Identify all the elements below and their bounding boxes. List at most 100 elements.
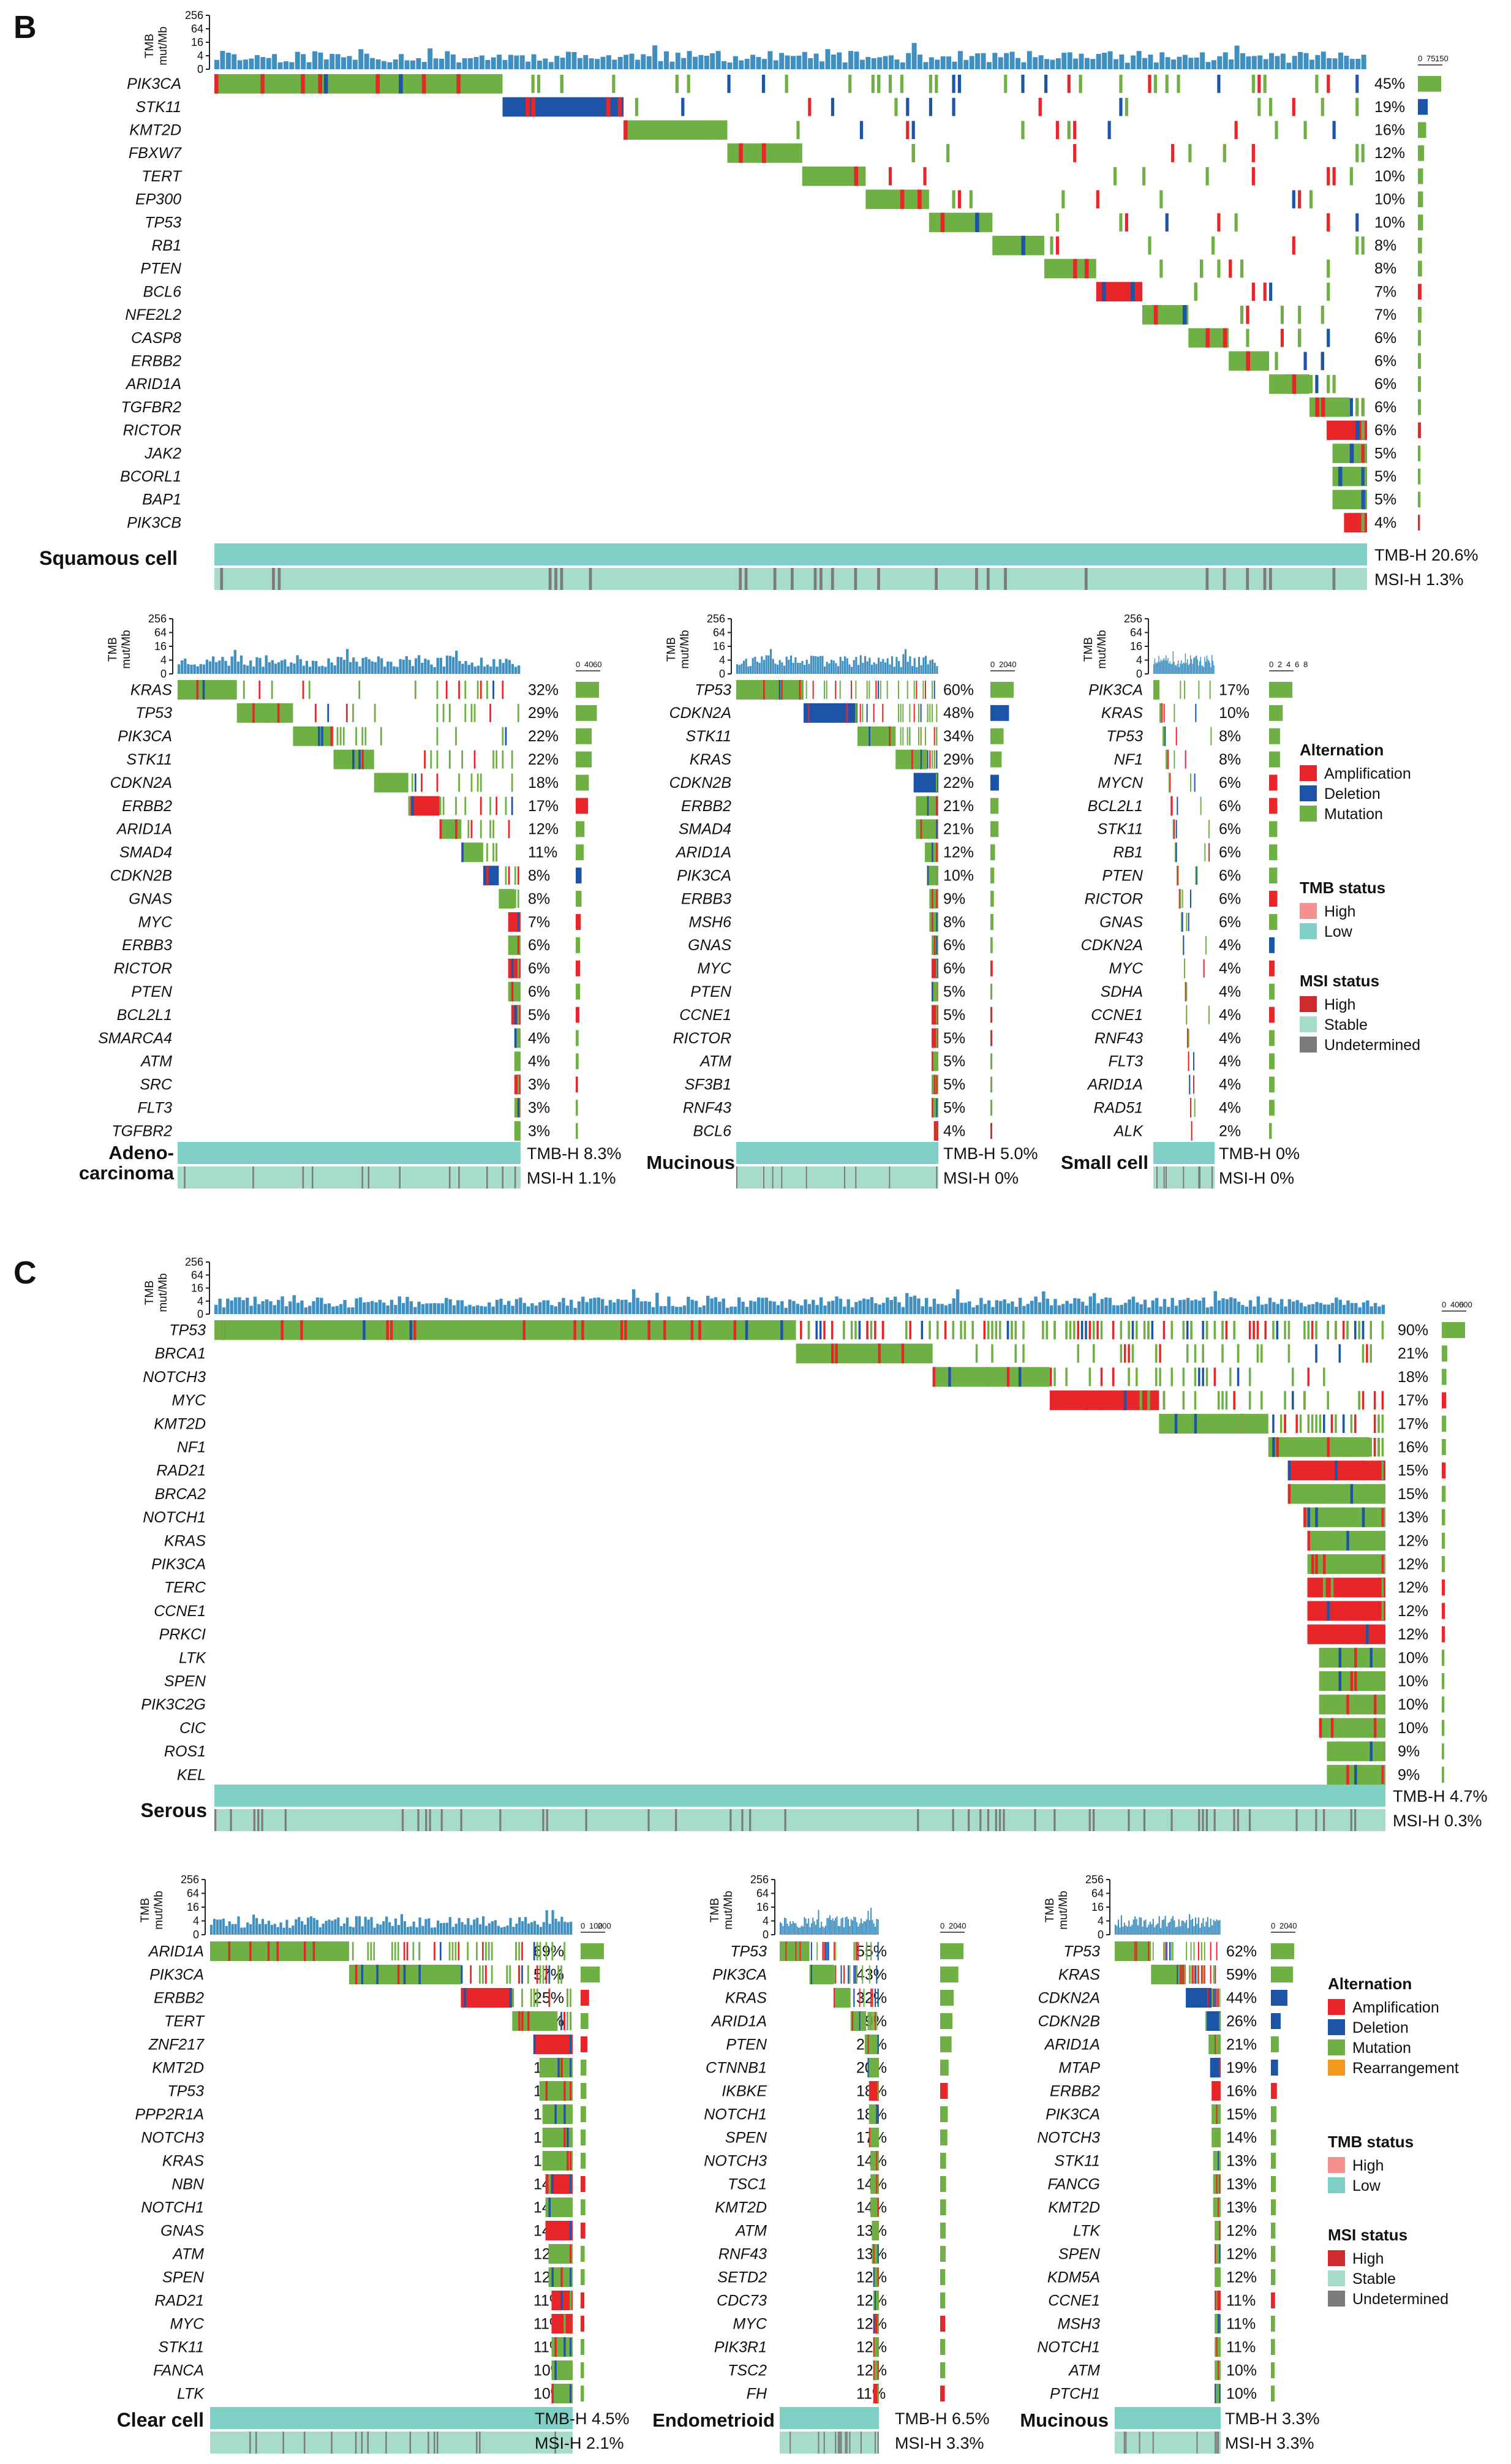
tmb-bar (476, 1918, 479, 1935)
tmb-bar (237, 1916, 240, 1935)
alteration-cell (1205, 1367, 1208, 1386)
tmb-bar (499, 659, 502, 674)
alteration-cell (873, 2267, 879, 2287)
alteration-cell (502, 681, 504, 699)
tmb-bar (1143, 1299, 1147, 1314)
gene-label: ARID1A (116, 821, 172, 838)
alteration-cell (1241, 1413, 1244, 1434)
tmb-bar (483, 666, 486, 674)
gene-frequency: 6% (1219, 798, 1241, 815)
alteration-cell (886, 681, 888, 699)
alteration-cell (554, 2314, 557, 2334)
alteration-cell (859, 121, 864, 140)
tmb-bar (1090, 59, 1096, 69)
msi-undetermined-cell (277, 568, 281, 590)
alteration-cell (957, 75, 962, 93)
gene-frequency: 11% (1226, 2315, 1256, 2332)
alteration-cell (927, 703, 929, 722)
alteration-cell (570, 2245, 571, 2263)
alteration-cell (1327, 420, 1367, 440)
alteration-cell (554, 2360, 557, 2380)
legend-tmb-header: TMB status (1300, 879, 1385, 897)
msi-undetermined-cell (968, 1809, 970, 1831)
tmb-bar (276, 1299, 281, 1314)
msi-undetermined-cell (999, 1809, 1001, 1831)
gene-label: CTNNB1 (706, 2059, 767, 2076)
alteration-cell (936, 1321, 939, 1340)
alteration-cell (1200, 259, 1204, 278)
tmb-bar (196, 666, 199, 674)
alteration-cell (281, 1320, 284, 1340)
alteration-cell (948, 1367, 951, 1387)
gene-frequency: 12% (1398, 1579, 1428, 1597)
tmb-bar (445, 656, 449, 674)
alteration-cell (1338, 1741, 1341, 1761)
tmb-bar (378, 1299, 382, 1314)
alteration-cell (869, 2012, 870, 2030)
alteration-cell (548, 1989, 551, 2007)
alteration-cell (508, 866, 510, 885)
tmb-bar (351, 1307, 355, 1314)
tmb-bar (497, 1925, 500, 1935)
alteration-cell (812, 681, 814, 699)
tmb-bar (792, 662, 794, 674)
tmb-bar (383, 667, 386, 674)
tmb-bar (1207, 1917, 1208, 1935)
tmb-bar (867, 1910, 869, 1935)
alteration-cell (840, 1965, 842, 1984)
alteration-cell (960, 1321, 962, 1340)
tmb-bar (464, 661, 467, 674)
alteration-cell (397, 1965, 400, 1984)
tmb-bar (222, 1307, 226, 1314)
alteration-cell (1286, 374, 1291, 394)
legend-tmb-header: TMB status (1328, 2133, 1414, 2151)
tmb-bar (635, 59, 640, 69)
msi-undetermined-cell (917, 1809, 919, 1831)
alteration-cell (539, 2081, 573, 2101)
tmb-bar (439, 1923, 443, 1935)
gene-label: NOTCH1 (143, 1509, 206, 1526)
alteration-cell (551, 2384, 573, 2403)
alteration-cell (1381, 1648, 1384, 1667)
frequency-bar (1418, 307, 1422, 323)
alteration-cell (1370, 1647, 1373, 1668)
tmb-bar (909, 1296, 913, 1314)
alteration-cell (932, 912, 933, 932)
tmb-bar (821, 1921, 823, 1935)
frequency-bar (1269, 774, 1278, 791)
alteration-cell (505, 866, 507, 885)
tmb-bar (258, 658, 262, 674)
msi-undetermined-cell (1152, 2432, 1154, 2454)
alteration-cell (1190, 1321, 1193, 1340)
tmb-bar (1096, 1303, 1100, 1314)
frequency-bar (990, 1007, 993, 1023)
frequency-bar (940, 2060, 949, 2076)
alteration-cell (1131, 282, 1135, 301)
tmb-bar (202, 664, 206, 674)
msi-status-strip (178, 1166, 521, 1189)
alteration-cell (570, 2291, 571, 2310)
msi-undetermined-cell (272, 568, 275, 590)
alteration-cell (1269, 97, 1273, 116)
tmb-bar (458, 1918, 461, 1935)
alteration-cell (1211, 1989, 1213, 2007)
alteration-cell (1346, 1484, 1349, 1504)
alteration-cell (975, 213, 979, 232)
msi-undetermined-cell (220, 568, 224, 590)
gene-label: NOTCH1 (141, 2199, 204, 2216)
tmb-bar (628, 1302, 631, 1314)
alteration-cell (1204, 1965, 1205, 1984)
tmb-bar (519, 55, 525, 69)
alteration-cell (835, 1965, 837, 1984)
gene-label: KDM5A (1047, 2269, 1100, 2286)
tmb-bar (221, 657, 224, 674)
alteration-cell (1373, 1391, 1376, 1410)
alteration-cell (548, 2244, 573, 2264)
alteration-cell (1373, 1414, 1376, 1433)
gene-frequency: 6% (1374, 399, 1396, 416)
alteration-cell (1182, 305, 1187, 325)
alteration-cell (1193, 1075, 1194, 1094)
msi-undetermined-cell (889, 1166, 891, 1189)
tmb-bar (995, 1300, 999, 1314)
alteration-cell (933, 727, 935, 746)
